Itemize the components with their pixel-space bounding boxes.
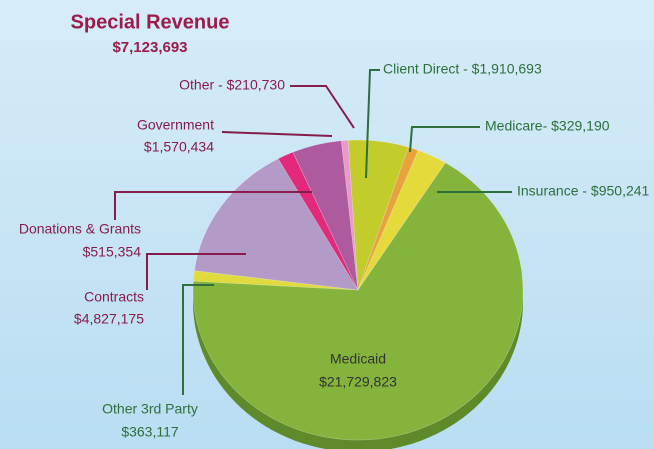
leader-line [146,253,246,290]
value-label: $21,729,823 [319,374,397,390]
pie [192,139,524,449]
slice-label: Other - $210,730 [179,77,285,93]
leader-line [409,126,480,153]
slice-label: Medicaid [330,351,386,367]
pie-slice [192,270,359,291]
value-label: $363,117 [121,424,179,440]
slice-label: Client Direct - $1,910,693 [383,61,542,77]
value-label: $515,354 [83,244,142,260]
slice-label: Other 3rd Party [102,401,198,417]
slice-label: Medicare- $329,190 [485,118,610,134]
pie-slice [277,151,359,291]
leader-line [221,131,333,137]
slice-label: Government [137,117,214,133]
leader-line [290,85,355,129]
leader-lines [114,69,512,395]
slice-label: Insurance - $950,241 [517,183,650,199]
slice-label: Contracts [84,289,144,305]
slice-label: Donations & Grants [19,221,141,237]
pie-slice [292,140,359,291]
pie-slice [347,139,409,291]
pie-slice [357,146,419,291]
chart-subtitle: $7,123,693 [112,39,187,56]
leader-line [182,284,214,395]
pie-slice [341,139,359,291]
leader-line [365,69,380,179]
pie-slice [192,162,524,441]
leader-line [114,191,312,220]
pie-slice [357,150,446,291]
value-label: $1,570,434 [144,139,214,155]
chart-title: Special Revenue [71,11,230,33]
value-label: $4,827,175 [74,311,144,327]
